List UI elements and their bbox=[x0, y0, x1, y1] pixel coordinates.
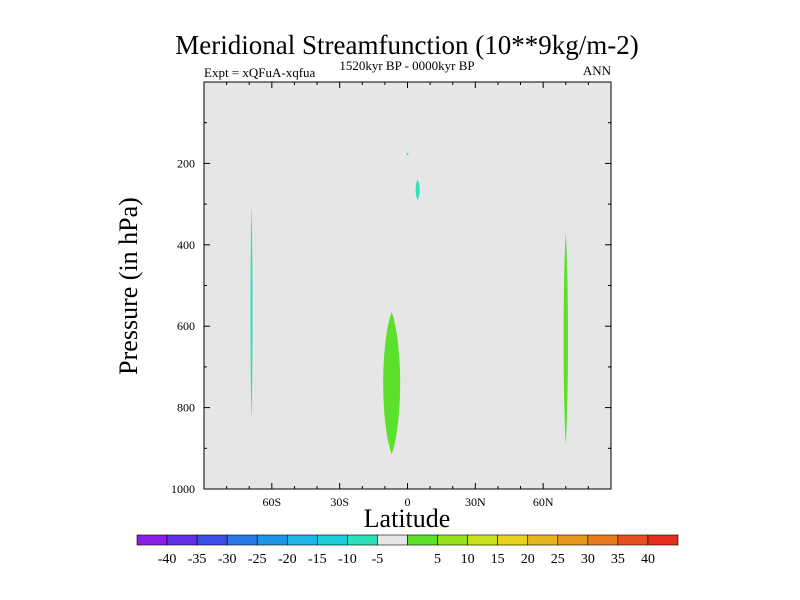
plot-area bbox=[204, 82, 611, 489]
colorbar-label: 15 bbox=[491, 552, 505, 567]
colorbar-swatch bbox=[347, 534, 378, 546]
colorbar-swatch bbox=[256, 534, 288, 546]
x-tick-label: 0 bbox=[405, 495, 411, 509]
colorbar-swatch bbox=[136, 534, 168, 546]
positive-region-tropics bbox=[383, 311, 401, 455]
colorbar-swatch bbox=[226, 534, 258, 546]
colorbar-label: -15 bbox=[308, 552, 327, 567]
x-tick-label: 60S bbox=[262, 495, 281, 509]
y-axis-label: Pressure (in hPa) bbox=[114, 197, 143, 375]
colorbar-swatch bbox=[377, 534, 408, 546]
negative-region-upper-dot bbox=[406, 152, 409, 156]
colorbar-label: -5 bbox=[372, 552, 384, 567]
chart-title: Meridional Streamfunction (10**9kg/m-2) bbox=[175, 30, 638, 60]
colorbar-label: 5 bbox=[434, 552, 441, 567]
colorbar-swatch bbox=[587, 534, 619, 546]
colorbar-label: -20 bbox=[278, 552, 297, 567]
colorbar-swatch bbox=[166, 534, 198, 546]
colorbar-label: -30 bbox=[218, 552, 237, 567]
colorbar-label: -35 bbox=[188, 552, 207, 567]
period-label: 1520kyr BP - 0000kyr BP bbox=[339, 58, 474, 73]
x-tick-label: 30S bbox=[330, 495, 349, 509]
colorbar-swatch bbox=[527, 534, 559, 546]
colorbar-swatch bbox=[407, 534, 438, 546]
colorbar-label: -10 bbox=[338, 552, 357, 567]
colorbar-swatch bbox=[647, 534, 679, 546]
negative-region-upper bbox=[415, 179, 420, 201]
colorbar-label: 30 bbox=[581, 552, 595, 567]
negative-region-sh bbox=[250, 206, 253, 420]
colorbar-swatch bbox=[617, 534, 649, 546]
colorbar-label: 35 bbox=[611, 552, 625, 567]
colorbar-swatch bbox=[317, 534, 348, 546]
colorbar-label: 25 bbox=[551, 552, 565, 567]
x-tick-label: 60N bbox=[533, 495, 554, 509]
y-tick-label: 200 bbox=[177, 156, 195, 170]
x-axis-label: Latitude bbox=[364, 504, 451, 533]
season-label: ANN bbox=[583, 63, 612, 78]
y-tick-label: 600 bbox=[177, 319, 195, 333]
colorbar-label: 10 bbox=[461, 552, 475, 567]
colorbar: -40 -35 -30 -25 -20 -15 -10 -5 5 10 15 20 25 30 35 40 bbox=[136, 534, 679, 567]
y-tick-label: 800 bbox=[177, 401, 195, 415]
colorbar-label: 20 bbox=[521, 552, 535, 567]
colorbar-swatch bbox=[196, 534, 228, 546]
colorbar-label: -40 bbox=[158, 552, 177, 567]
y-tick-label: 1000 bbox=[171, 482, 195, 496]
colorbar-swatch bbox=[497, 534, 529, 546]
colorbar-swatch bbox=[437, 534, 468, 546]
colorbar-swatch bbox=[557, 534, 589, 546]
colorbar-swatch bbox=[467, 534, 498, 546]
positive-region-nh bbox=[563, 232, 568, 445]
colorbar-label: 40 bbox=[641, 552, 655, 567]
colorbar-swatch bbox=[286, 534, 318, 546]
colorbar-label: -25 bbox=[248, 552, 267, 567]
experiment-label: Expt = xQFuA-xqfua bbox=[204, 65, 316, 80]
x-tick-label: 30N bbox=[465, 495, 486, 509]
y-tick-label: 400 bbox=[177, 238, 195, 252]
